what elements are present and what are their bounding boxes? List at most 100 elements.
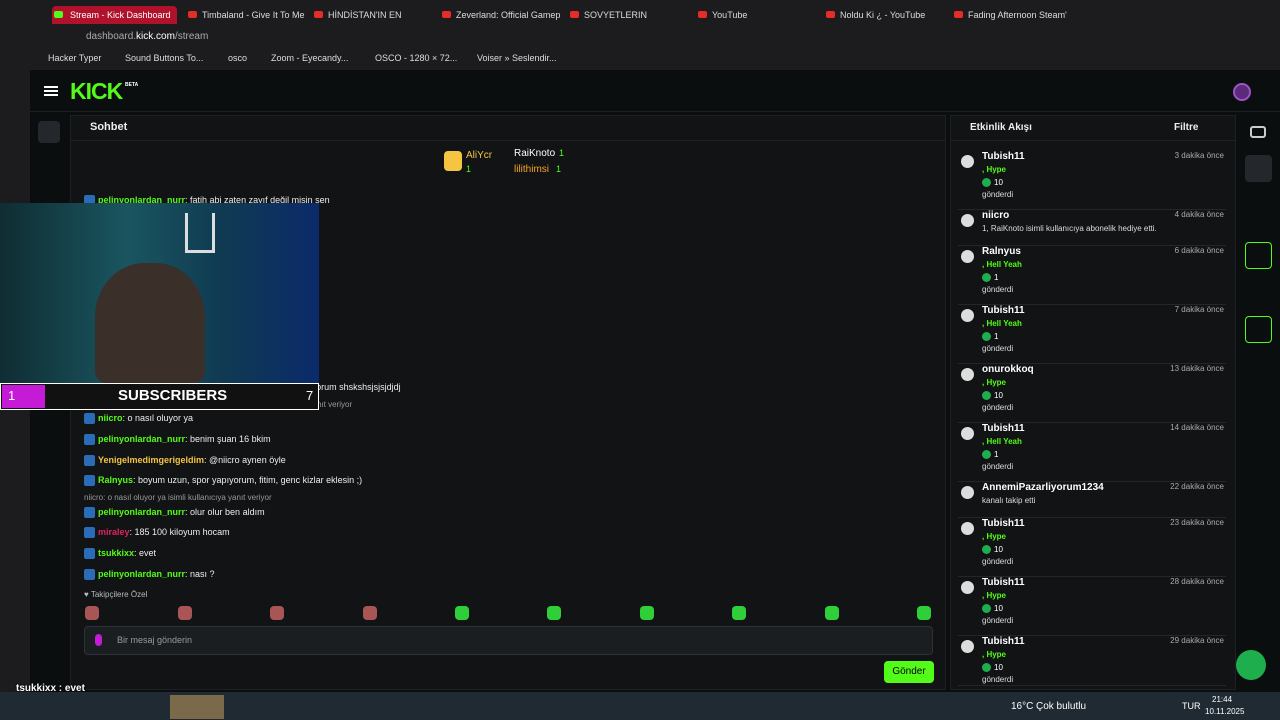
browser-tab[interactable]: Zeverland: Official Gamep: [440, 6, 565, 24]
event-icon: [961, 427, 974, 440]
event-note: gönderdi: [982, 616, 1014, 625]
divider: [950, 140, 1236, 141]
bookmark[interactable]: Voiser » Seslendir...: [477, 53, 557, 63]
username: pelinyonlardan_nurr: [98, 434, 186, 444]
message-text: : boyum uzun, spor yapıyorum, fitim, gen…: [133, 475, 363, 485]
clock-time: 21:44: [1212, 695, 1233, 704]
emote[interactable]: [732, 606, 746, 620]
reply-note: niicro: o nasıl oluyor ya isimli kullanı…: [84, 493, 272, 502]
event-detail: , Hype: [982, 378, 1007, 387]
activity-item: niicro 4 dakika önce 1, RaiKnoto isimli ku…: [958, 210, 1226, 246]
event-amount: 1: [982, 450, 998, 459]
event-time: 6 dakika önce: [1174, 246, 1224, 255]
activity-item: Tubish11 28 dakika önce , Hype 10 gönderdi: [958, 577, 1226, 636]
chat-message: tsukkixx: evet: [84, 546, 156, 560]
bookmark[interactable]: Zoom - Eyecandy...: [271, 53, 349, 63]
sub-count-right: 7: [306, 388, 314, 403]
event-time: 13 dakika önce: [1170, 364, 1224, 373]
bookmark[interactable]: Sound Buttons To...: [125, 53, 204, 63]
emote-label-text: Takipçilere Özel: [90, 590, 148, 599]
beta-badge: BETA: [125, 82, 139, 88]
event-icon: [961, 640, 974, 653]
event-user: niicro: [982, 210, 1010, 221]
emote[interactable]: [825, 606, 839, 620]
browser-tab[interactable]: HİNDİSTAN'IN EN KARANL: [312, 6, 437, 24]
emote[interactable]: [917, 606, 931, 620]
leader-count: 1: [556, 164, 562, 174]
event-user: Tubish11: [982, 423, 1025, 434]
browser-tab[interactable]: SOVYETLERIN YARATTIĞI: [568, 6, 693, 24]
username: Yenigelmedimgerigeldim: [98, 455, 205, 465]
chat-message: pelinyonlardan_nurr: nası ?: [84, 567, 215, 581]
emote[interactable]: [455, 606, 469, 620]
event-icon: [961, 368, 974, 381]
activity-item: Tubish11 3 dakika önce , Hype 10 gönderdi: [958, 151, 1226, 210]
leader-name: lilithimsi: [514, 164, 549, 175]
event-user: AnnemiPazarliyorum1234: [982, 482, 1104, 493]
badge: [84, 527, 95, 539]
emote[interactable]: [363, 606, 377, 620]
chat-message: pelinyonlardan_nurr: olur olur ben aldım: [84, 505, 265, 519]
nav-stream[interactable]: [38, 121, 60, 143]
browser-tab[interactable]: Timbaland - Give It To Me: [186, 6, 311, 24]
event-user: onurokkoq: [982, 364, 1034, 375]
chat-message: niicro: o nasıl oluyor ya: [84, 411, 193, 425]
input-placeholder: Bir mesaj gönderin: [117, 635, 193, 645]
event-time: 3 dakika önce: [1174, 151, 1224, 160]
bookmark[interactable]: Hacker Typer: [48, 53, 102, 63]
emote[interactable]: [547, 606, 561, 620]
browser-tab[interactable]: Noldu Ki ¿ - YouTube: [824, 6, 949, 24]
chat-message: pelinyonlardan_nurr: fatih abi zaten zay…: [84, 193, 330, 207]
activity-item: Tubish11 14 dakika önce , Hell Yeah 1 gönder…: [958, 423, 1226, 482]
event-time: 29 dakika önce: [1170, 636, 1224, 645]
address-bar[interactable]: dashboard.kick.com/stream: [86, 29, 1086, 45]
rail-icon[interactable]: [1250, 126, 1266, 138]
event-icon: [961, 309, 974, 322]
rail-chat[interactable]: [1245, 316, 1272, 343]
event-detail: , Hell Yeah: [982, 319, 1022, 328]
activity-item: Tubish11 29 dakika önce , Hype 10 gönderdi: [958, 636, 1226, 686]
emote[interactable]: [640, 606, 654, 620]
taskbar-preview: [170, 695, 224, 719]
browser-tab[interactable]: Stream - Kick Dashboard: [52, 6, 177, 24]
bookmark[interactable]: OSCO - 1280 × 72...: [375, 53, 458, 63]
temperature: 16°C: [1011, 701, 1034, 712]
send-button[interactable]: Gönder: [884, 661, 934, 683]
emote[interactable]: [85, 606, 99, 620]
message-text: : olur olur ben aldım: [185, 507, 265, 517]
event-amount: 10: [982, 663, 1003, 672]
rail-edit[interactable]: [1245, 155, 1272, 182]
activity-item: Tubish11 7 dakika önce , Hell Yeah 1 gönderd…: [958, 305, 1226, 364]
emote[interactable]: [178, 606, 192, 620]
emote[interactable]: [270, 606, 284, 620]
badge: [84, 569, 95, 581]
menu-button[interactable]: [44, 86, 58, 96]
activity-item: Tubish11 23 dakika önce , Hype 10 gönderdi: [958, 518, 1226, 577]
event-note: gönderdi: [982, 675, 1014, 684]
logo[interactable]: KICK: [70, 78, 123, 104]
url-domain: kick.com: [136, 31, 175, 42]
avatar[interactable]: [1233, 83, 1251, 101]
message-input[interactable]: [84, 626, 933, 655]
activity-item: onurokkoq 13 dakika önce , Hype 10 gönderdi: [958, 364, 1226, 423]
chat-message: pelinyonlardan_nurr: benim şuan 16 bkim: [84, 432, 271, 446]
rail-activity[interactable]: [1245, 242, 1272, 269]
message-text: : nası ?: [185, 569, 215, 579]
event-note: gönderdi: [982, 557, 1014, 566]
mic-icon[interactable]: [95, 634, 102, 646]
event-time: 4 dakika önce: [1174, 210, 1224, 219]
support-button[interactable]: [1236, 650, 1266, 680]
event-time: 22 dakika önce: [1170, 482, 1224, 491]
bookmark[interactable]: osco: [228, 53, 248, 63]
event-detail: , Hype: [982, 650, 1007, 659]
browser-tab[interactable]: YouTube: [696, 6, 821, 24]
ticker-line: tsukkixx : evet: [16, 683, 85, 694]
filter-button[interactable]: Filtre: [1174, 122, 1199, 133]
browser-tab[interactable]: Fading Afternoon Steam': [952, 6, 1077, 24]
username: miraley: [98, 527, 130, 537]
event-detail: 1, RaiKnoto isimli kullanıcıya abonelik …: [982, 224, 1157, 233]
event-user: Ralnyus: [982, 246, 1021, 257]
badge: [84, 413, 95, 425]
badge: [84, 507, 95, 519]
